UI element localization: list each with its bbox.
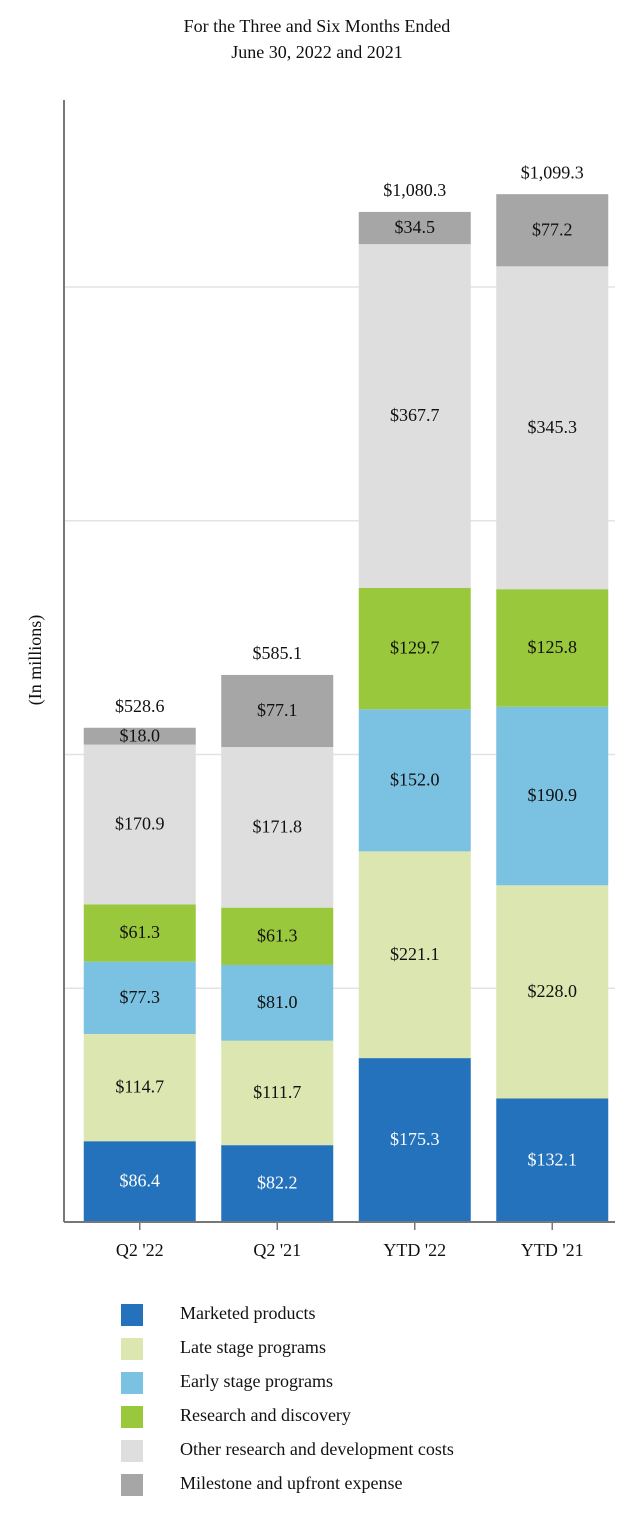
bar-segment	[358, 587, 471, 710]
legend-label: Research and discovery	[180, 1405, 351, 1425]
total-label: $585.1	[253, 643, 303, 663]
x-tick-label: Q2 '21	[253, 1240, 301, 1260]
bar-segment	[358, 1058, 471, 1222]
value-label: $152.0	[390, 769, 440, 789]
bar-segment	[83, 961, 196, 1034]
bar-segment	[358, 244, 471, 588]
value-label: $170.9	[115, 814, 165, 834]
value-label: $77.3	[120, 987, 161, 1007]
value-label: $367.7	[390, 405, 440, 425]
bar-segment	[496, 266, 609, 590]
value-label: $34.5	[395, 217, 436, 237]
value-label: $61.3	[257, 925, 298, 945]
value-label: $77.1	[257, 700, 298, 720]
legend-swatch	[121, 1474, 143, 1496]
legend-label: Late stage programs	[180, 1337, 326, 1357]
value-label: $61.3	[120, 922, 161, 942]
value-label: $111.7	[253, 1082, 301, 1102]
value-label: $86.4	[120, 1171, 161, 1191]
bar-segment	[496, 589, 609, 707]
value-label: $132.1	[528, 1149, 578, 1169]
x-tick-label: YTD '22	[383, 1240, 446, 1260]
legend-swatch	[121, 1304, 143, 1326]
chart-title: For the Three and Six Months Ended	[184, 16, 451, 36]
bar-segment	[358, 709, 471, 852]
total-label: $1,080.3	[383, 180, 446, 200]
value-label: $171.8	[253, 816, 303, 836]
legend-label: Milestone and upfront expense	[180, 1473, 402, 1493]
value-label: $175.3	[390, 1129, 440, 1149]
value-label: $81.0	[257, 992, 298, 1012]
bar-segment	[496, 1098, 609, 1222]
bar-segment	[221, 674, 334, 748]
value-label: $221.1	[390, 944, 440, 964]
value-label: $129.7	[390, 638, 440, 658]
value-label: $77.2	[532, 219, 573, 239]
bar-segment	[83, 744, 196, 905]
bar-segment	[83, 727, 196, 745]
legend-label: Marketed products	[180, 1303, 315, 1323]
bar-segment	[221, 1145, 334, 1222]
bar-segment	[496, 706, 609, 886]
value-label: $82.2	[257, 1173, 298, 1193]
bar-segment	[83, 1141, 196, 1222]
x-tick-label: Q2 '22	[116, 1240, 164, 1260]
total-label: $528.6	[115, 696, 165, 716]
legend-swatch	[121, 1372, 143, 1394]
legend-label: Other research and development costs	[180, 1439, 454, 1459]
value-label: $114.7	[115, 1077, 164, 1097]
bar-segment	[496, 194, 609, 267]
bar-segment	[221, 964, 334, 1041]
bar-segment	[221, 1040, 334, 1146]
bar-segment	[221, 747, 334, 908]
bar-segment	[496, 885, 609, 1099]
chart-subtitle: June 30, 2022 and 2021	[231, 42, 402, 62]
value-label: $125.8	[528, 637, 578, 657]
legend-swatch	[121, 1440, 143, 1462]
value-label: $18.0	[120, 725, 161, 745]
value-label: $190.9	[528, 785, 578, 805]
value-label: $228.0	[528, 981, 578, 1001]
bar-segment	[358, 851, 471, 1059]
bar-segment	[221, 907, 334, 965]
bar-segment	[83, 904, 196, 962]
x-tick-label: YTD '21	[521, 1240, 584, 1260]
legend-swatch	[121, 1338, 143, 1360]
total-label: $1,099.3	[521, 162, 584, 182]
bar-segment	[358, 211, 471, 245]
legend-label: Early stage programs	[180, 1371, 333, 1391]
legend-swatch	[121, 1406, 143, 1428]
y-axis-label: (In millions)	[25, 615, 46, 706]
value-label: $345.3	[528, 417, 578, 437]
bar-segment	[83, 1033, 196, 1142]
